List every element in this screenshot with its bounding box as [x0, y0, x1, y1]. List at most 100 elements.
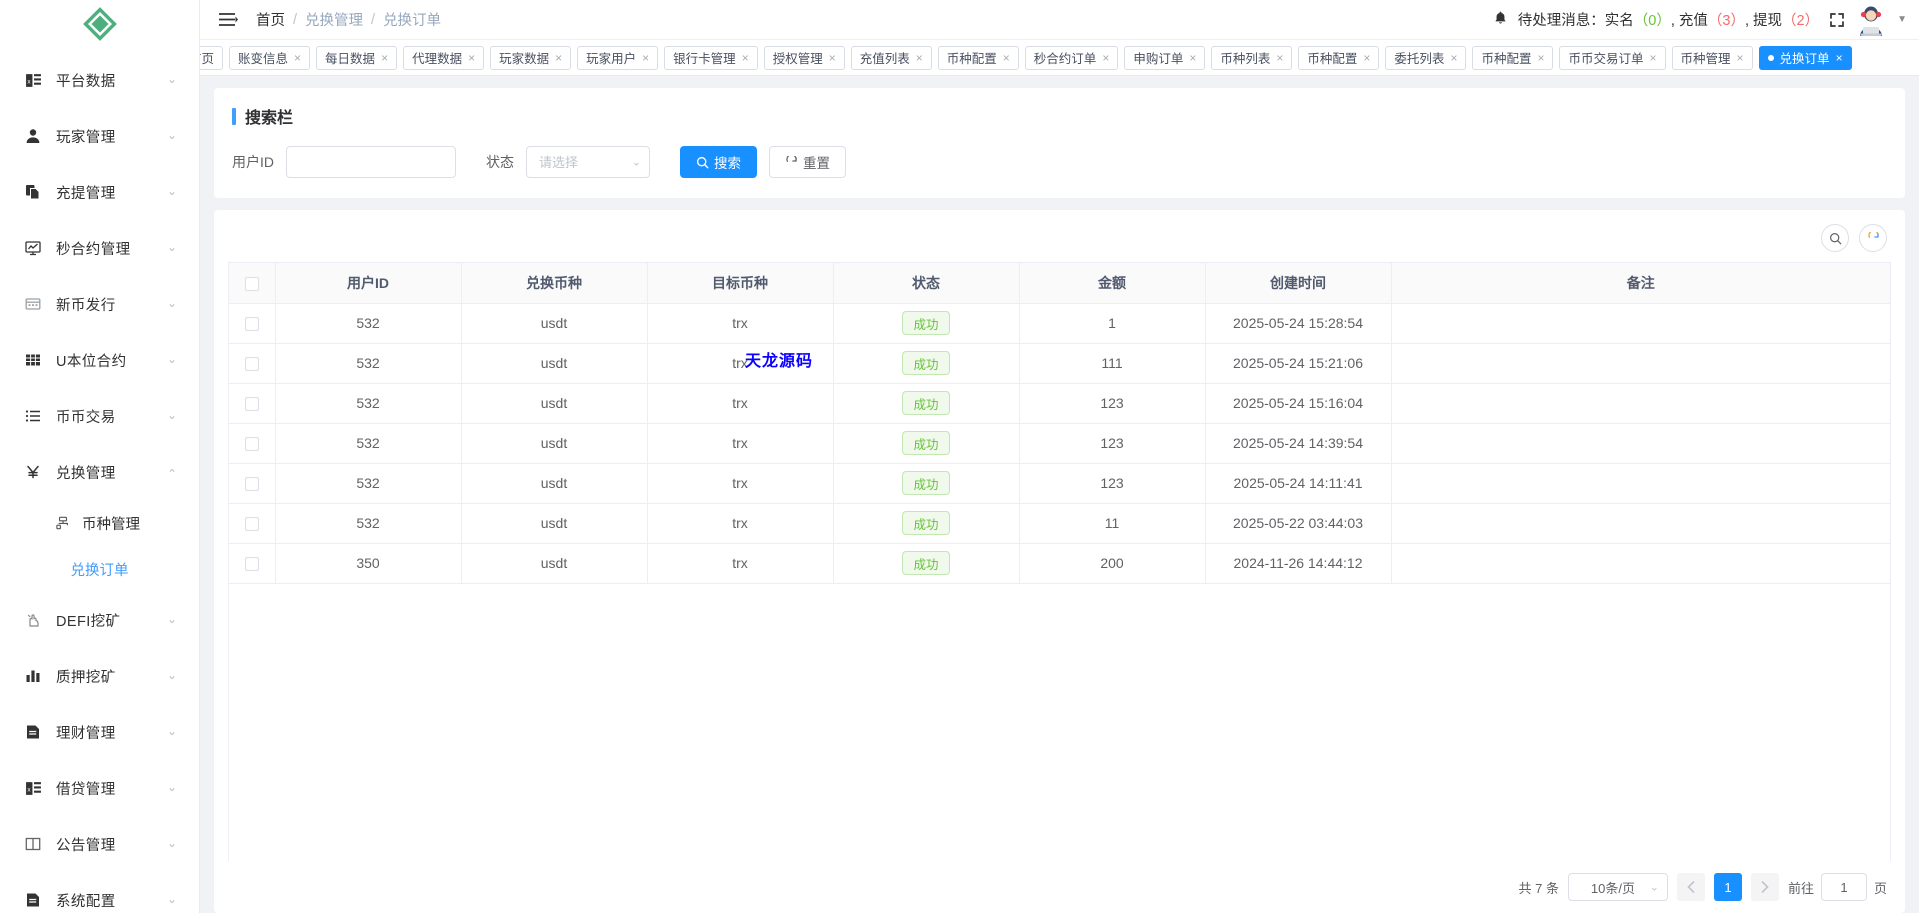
- close-icon[interactable]: ×: [468, 50, 476, 65]
- close-icon[interactable]: ×: [741, 50, 749, 65]
- svg-text:x: x: [27, 78, 31, 85]
- close-icon[interactable]: ×: [1102, 50, 1110, 65]
- tab-item[interactable]: 授权管理 ×: [763, 45, 845, 70]
- tab-item[interactable]: 每日数据 ×: [316, 45, 398, 70]
- tab-item[interactable]: 币种管理 ×: [1671, 45, 1753, 70]
- sidebar-item-deposit-withdraw[interactable]: 充提管理 ⌄: [0, 164, 199, 220]
- user-id-input[interactable]: [286, 146, 456, 178]
- table-search-icon[interactable]: [1821, 224, 1849, 252]
- tab-item[interactable]: 玩家数据 ×: [490, 45, 572, 70]
- tab-item[interactable]: 币种列表 ×: [1211, 45, 1293, 70]
- sidebar-item-second-contract[interactable]: 秒合约管理 ⌄: [0, 220, 199, 276]
- close-icon[interactable]: ×: [1835, 50, 1843, 65]
- calendar-coin-icon: [24, 295, 42, 313]
- table-row[interactable]: 532 usdt trx 成功 11 2025-05-22 03:44:03: [229, 503, 1890, 544]
- logo[interactable]: [0, 0, 199, 48]
- tab-item[interactable]: 币种配置 ×: [1298, 45, 1380, 70]
- table-row[interactable]: 350 usdt trx 成功 200 2024-11-26 14:44:12: [229, 543, 1890, 584]
- close-icon[interactable]: ×: [642, 50, 650, 65]
- reset-button[interactable]: 重置: [769, 146, 846, 178]
- sidebar-item-system-config[interactable]: 系统配置 ⌄: [0, 872, 199, 913]
- tab-label: 委托列表: [1394, 52, 1445, 66]
- sidebar-item-new-coin-issue[interactable]: 新币发行 ⌄: [0, 276, 199, 332]
- row-checkbox[interactable]: [244, 437, 259, 452]
- sidebar-item-label: 币币交易: [56, 409, 116, 426]
- close-icon[interactable]: ×: [555, 50, 563, 65]
- page-size-select[interactable]: ⌄: [1567, 873, 1668, 901]
- cell-remark: [1391, 423, 1890, 464]
- close-icon[interactable]: ×: [381, 50, 389, 65]
- close-icon[interactable]: ×: [1189, 50, 1197, 65]
- status-select-input[interactable]: [526, 146, 650, 178]
- tab-item[interactable]: 币种配置 ×: [1472, 45, 1554, 70]
- sidebar-item-player-management[interactable]: 玩家管理 ⌄: [0, 108, 199, 164]
- row-checkbox[interactable]: [244, 317, 259, 332]
- tab-item[interactable]: 首页: [200, 45, 224, 70]
- table-row[interactable]: 532 usdt trx 成功 123 2025-05-24 15:16:04: [229, 383, 1890, 424]
- select-all-checkbox[interactable]: [244, 276, 259, 291]
- avatar[interactable]: [1855, 3, 1888, 36]
- pagination-page-1[interactable]: 1: [1713, 873, 1742, 901]
- table-row[interactable]: 532 usdt trx 成功 111 2025-05-24 15:21:06: [229, 343, 1890, 384]
- fullscreen-expand-icon[interactable]: [1829, 12, 1845, 28]
- tab-item[interactable]: 币种配置 ×: [937, 45, 1019, 70]
- sidebar-item-finance-management[interactable]: 理财管理 ⌄: [0, 704, 199, 760]
- row-checkbox[interactable]: [244, 397, 259, 412]
- close-icon[interactable]: ×: [294, 50, 302, 65]
- cell-amount: 123: [1019, 463, 1206, 504]
- breadcrumb-section[interactable]: 兑换管理: [305, 13, 364, 29]
- sidebar-item-announcement[interactable]: 公告管理 ⌄: [0, 816, 199, 872]
- close-icon[interactable]: ×: [828, 50, 836, 65]
- close-icon[interactable]: ×: [1276, 50, 1284, 65]
- tab-item[interactable]: 兑换订单 ×: [1758, 45, 1852, 70]
- close-icon[interactable]: ×: [1450, 50, 1458, 65]
- tab-item[interactable]: 玩家用户 ×: [577, 45, 659, 70]
- sidebar-item-u-contract[interactable]: U本位合约 ⌄: [0, 332, 199, 388]
- search-button[interactable]: 搜索: [680, 146, 757, 178]
- tab-item[interactable]: 委托列表 ×: [1385, 45, 1467, 70]
- close-icon[interactable]: ×: [1537, 50, 1545, 65]
- table-row[interactable]: 532 usdt trx 成功 1 2025-05-24 15:28:54: [229, 303, 1890, 344]
- close-icon[interactable]: ×: [915, 50, 923, 65]
- row-checkbox[interactable]: [244, 477, 259, 492]
- tab-item[interactable]: 秒合约订单 ×: [1024, 45, 1119, 70]
- pagination-next-button[interactable]: [1750, 873, 1779, 901]
- hamburger-icon[interactable]: [218, 12, 238, 28]
- bell-icon[interactable]: [1493, 10, 1508, 30]
- close-icon[interactable]: ×: [1649, 50, 1657, 65]
- chevron-down-icon: ⌄: [166, 836, 177, 850]
- cell-amount: 111: [1019, 343, 1206, 384]
- table-row[interactable]: 532 usdt trx 成功 123 2025-05-24 14:11:41: [229, 463, 1890, 504]
- tab-item[interactable]: 银行卡管理 ×: [664, 45, 758, 70]
- row-checkbox[interactable]: [244, 517, 259, 532]
- row-checkbox[interactable]: [244, 557, 259, 572]
- sidebar-item-coin-trade[interactable]: 币币交易 ⌄: [0, 388, 199, 444]
- sidebar-item-loan-management[interactable]: x 借贷管理 ⌄: [0, 760, 199, 816]
- tab-item[interactable]: 申购订单 ×: [1124, 45, 1206, 70]
- page-size-input[interactable]: [1567, 873, 1668, 901]
- table-row[interactable]: 532 usdt trx 成功 123 2025-05-24 14:39:54: [229, 423, 1890, 464]
- chevron-down-icon: ⌄: [166, 184, 177, 198]
- search-panel: 搜索栏 用户ID 状态 ⌄: [214, 88, 1905, 198]
- sidebar-item-exchange-management[interactable]: 兑换管理 ⌄: [0, 444, 199, 500]
- breadcrumb-home[interactable]: 首页: [256, 13, 285, 29]
- tab-item[interactable]: 代理数据 ×: [403, 45, 485, 70]
- sidebar-item-staking-mining[interactable]: 质押挖矿 ⌄: [0, 648, 199, 704]
- cell-user-id: 532: [275, 343, 462, 384]
- sidebar-item-platform-data[interactable]: x 平台数据 ⌄: [0, 52, 199, 108]
- tab-item[interactable]: 账变信息 ×: [229, 45, 311, 70]
- tab-item[interactable]: 币币交易订单 ×: [1559, 45, 1666, 70]
- jumper-input[interactable]: [1820, 873, 1867, 901]
- table-refresh-icon[interactable]: [1859, 224, 1887, 252]
- chevron-down-icon[interactable]: ▼: [1897, 14, 1907, 25]
- sidebar-subitem-exchange-orders[interactable]: 兑换订单: [0, 546, 199, 592]
- status-select[interactable]: ⌄: [526, 146, 650, 178]
- close-icon[interactable]: ×: [1363, 50, 1371, 65]
- pagination-prev-button[interactable]: [1676, 873, 1705, 901]
- close-icon[interactable]: ×: [1736, 50, 1744, 65]
- tab-item[interactable]: 充值列表 ×: [850, 45, 932, 70]
- close-icon[interactable]: ×: [1002, 50, 1010, 65]
- row-checkbox[interactable]: [244, 357, 259, 372]
- sidebar-item-defi-mining[interactable]: DEFI挖矿 ⌄: [0, 592, 199, 648]
- sidebar-subitem-coin-management[interactable]: 币种管理: [0, 500, 199, 546]
